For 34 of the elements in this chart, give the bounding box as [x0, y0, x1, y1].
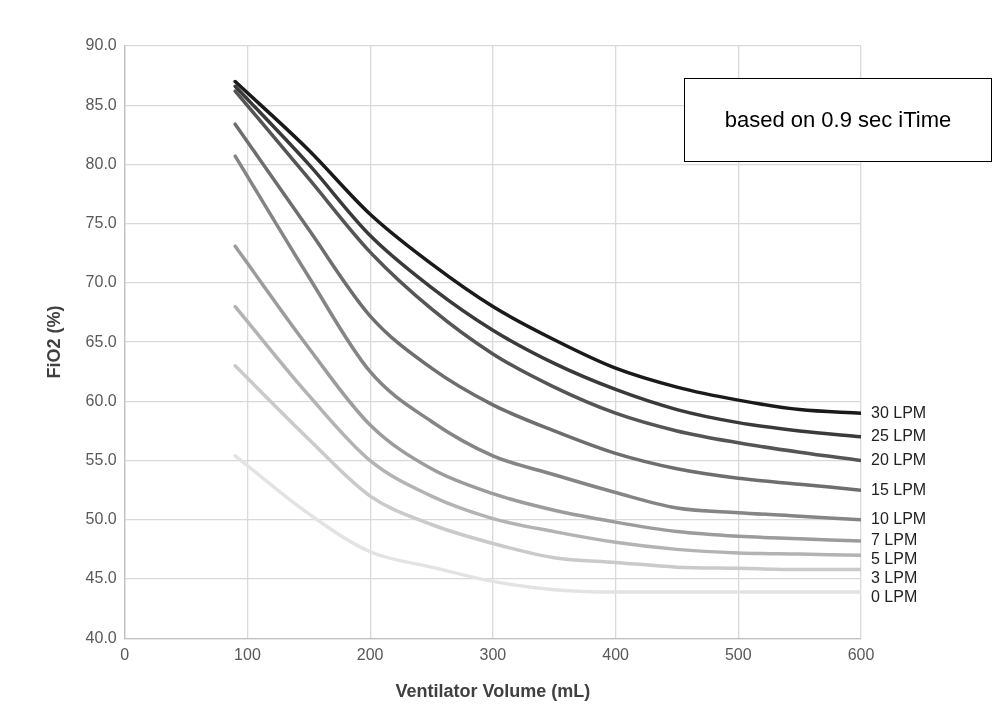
y-tick-label: 70.0: [85, 273, 117, 291]
line-series: [233, 244, 861, 543]
y-tick-label: 55.0: [85, 450, 117, 468]
series-label: 0 LPM: [871, 588, 918, 606]
series-label: 5 LPM: [871, 550, 918, 568]
x-tick-label: 100: [234, 646, 261, 664]
series-label: 30 LPM: [871, 403, 927, 421]
line-series: [233, 304, 861, 558]
note-box: based on 0.9 sec iTime: [684, 78, 992, 162]
series-label: 15 LPM: [871, 480, 927, 498]
x-axis-title: Ventilator Volume (mL): [395, 681, 591, 702]
y-tick-label: 65.0: [85, 332, 117, 350]
y-tick-label: 40.0: [85, 628, 117, 646]
series-label: 20 LPM: [871, 450, 927, 468]
x-tick-label: 200: [356, 646, 384, 664]
y-tick-label: 75.0: [85, 214, 117, 232]
x-tick-label: 300: [479, 646, 507, 664]
y-tick-label: 85.0: [85, 95, 117, 113]
x-tick-label: 0: [120, 646, 130, 664]
x-tick-label: 600: [847, 646, 875, 664]
y-tick-label: 80.0: [85, 154, 117, 172]
y-tick-label: 60.0: [85, 391, 117, 409]
y-tick-label: 45.0: [85, 569, 117, 587]
y-tick-label: 50.0: [85, 510, 117, 528]
series-label: 7 LPM: [871, 531, 918, 549]
y-tick-label: 90.0: [85, 36, 117, 54]
series-label: 25 LPM: [871, 427, 927, 445]
series-label: 3 LPM: [871, 569, 918, 587]
line-series: [233, 364, 861, 572]
y-axis-title: FiO2 (%): [43, 305, 64, 379]
x-tick-label: 500: [724, 646, 752, 664]
series-label: 10 LPM: [871, 510, 927, 528]
x-tick-label: 400: [602, 646, 630, 664]
line-series: [233, 154, 861, 522]
